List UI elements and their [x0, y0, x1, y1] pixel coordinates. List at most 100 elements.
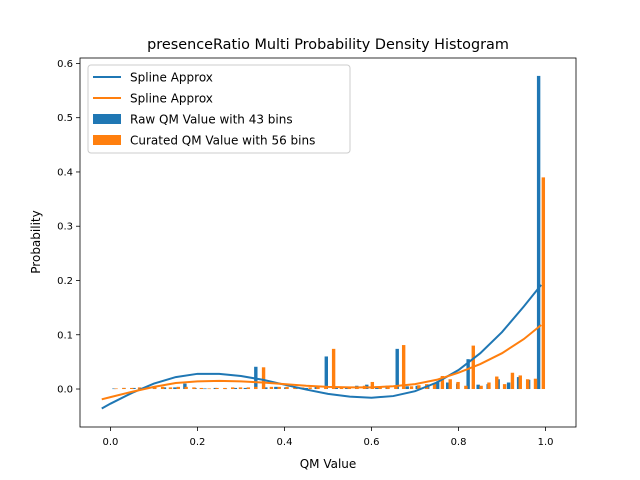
bar [168, 387, 173, 390]
bar [395, 348, 399, 390]
bar [510, 372, 515, 390]
y-axis: 0.0 0.1 0.2 0.3 0.4 0.5 0.6 [57, 59, 80, 396]
legend: Spline Approx Spline Approx Raw QM Value w… [87, 64, 351, 154]
bar [401, 345, 406, 390]
bar [269, 386, 274, 390]
y-tick-label: 0.4 [57, 167, 73, 178]
bar [274, 386, 278, 390]
y-tick-label: 0.2 [57, 276, 73, 287]
bar [456, 381, 460, 390]
bar [137, 387, 142, 390]
bar [304, 387, 308, 390]
y-axis-label: Probability [29, 210, 43, 273]
bar [233, 387, 238, 390]
bar [183, 383, 187, 390]
bar [203, 388, 207, 390]
bar [502, 384, 507, 390]
y-tick-label: 0.6 [57, 59, 73, 70]
bar [243, 387, 248, 390]
bar [261, 367, 266, 390]
legend-box [87, 64, 351, 154]
bar [173, 387, 177, 390]
bar [536, 75, 541, 390]
x-tick-label: 0.2 [190, 437, 206, 448]
bar [324, 356, 328, 390]
y-tick-label: 0.0 [57, 385, 73, 396]
bar [440, 375, 445, 390]
bar [293, 387, 297, 390]
spline-line [101, 284, 542, 410]
x-tick-label: 0.0 [103, 437, 119, 448]
bar [506, 382, 511, 390]
chart-title: presenceRatio Multi Probability Density … [147, 37, 509, 53]
x-tick-label: 1.0 [538, 437, 554, 448]
bar [160, 386, 165, 390]
bar [162, 387, 167, 390]
bar [254, 386, 258, 390]
bar [334, 387, 339, 390]
legend-label: Spline Approx [130, 71, 213, 85]
bar [525, 379, 530, 390]
plot-area [101, 75, 546, 410]
bar [230, 387, 235, 390]
bar [331, 348, 336, 390]
legend-label: Raw QM Value with 43 bins [130, 113, 293, 127]
x-axis: 0.0 0.2 0.4 0.6 0.8 1.0 [103, 427, 554, 448]
legend-bar-swatch [93, 135, 121, 145]
bar [112, 388, 116, 390]
bar [324, 386, 328, 390]
legend-bar-swatch [93, 114, 121, 124]
bar [466, 359, 470, 390]
bar [479, 385, 483, 390]
bar [285, 386, 289, 390]
x-tick-label: 0.6 [364, 437, 380, 448]
bar [487, 382, 491, 390]
bar [476, 384, 480, 390]
y-tick-label: 0.1 [57, 330, 73, 341]
bar [435, 381, 440, 390]
bar [264, 387, 268, 390]
bar [246, 387, 251, 390]
bar [405, 386, 409, 390]
legend-label: Spline Approx [130, 92, 213, 106]
bar [464, 385, 468, 390]
series-3 [101, 324, 542, 401]
bar [184, 386, 188, 390]
y-tick-label: 0.5 [57, 113, 73, 124]
bar [370, 381, 375, 390]
bar [122, 387, 126, 390]
bar [130, 387, 134, 390]
bar [533, 378, 538, 390]
bar [192, 387, 196, 390]
spline-line [101, 324, 542, 401]
bar [417, 385, 421, 390]
axes-frame [79, 57, 577, 428]
bar [238, 387, 243, 390]
x-tick-label: 0.8 [451, 437, 467, 448]
bar [132, 387, 136, 390]
bar [495, 376, 499, 390]
bar [316, 386, 320, 390]
bar [386, 386, 390, 390]
bar [176, 386, 180, 390]
bar [448, 379, 452, 390]
bar [308, 387, 312, 390]
bar [277, 386, 281, 390]
bar [223, 387, 227, 390]
bar [207, 388, 211, 390]
y-tick-label: 0.3 [57, 222, 73, 233]
bar [339, 387, 344, 390]
series-2 [101, 284, 542, 410]
legend-label: Curated QM Value with 56 bins [130, 134, 315, 148]
bar [432, 383, 437, 390]
x-axis-label: QM Value [300, 457, 357, 471]
bar [518, 375, 522, 390]
bar [215, 387, 219, 390]
bar [153, 387, 157, 390]
bar [114, 388, 118, 390]
bar [445, 382, 450, 390]
bar [199, 387, 204, 390]
bar [394, 386, 398, 390]
bar [409, 386, 414, 390]
